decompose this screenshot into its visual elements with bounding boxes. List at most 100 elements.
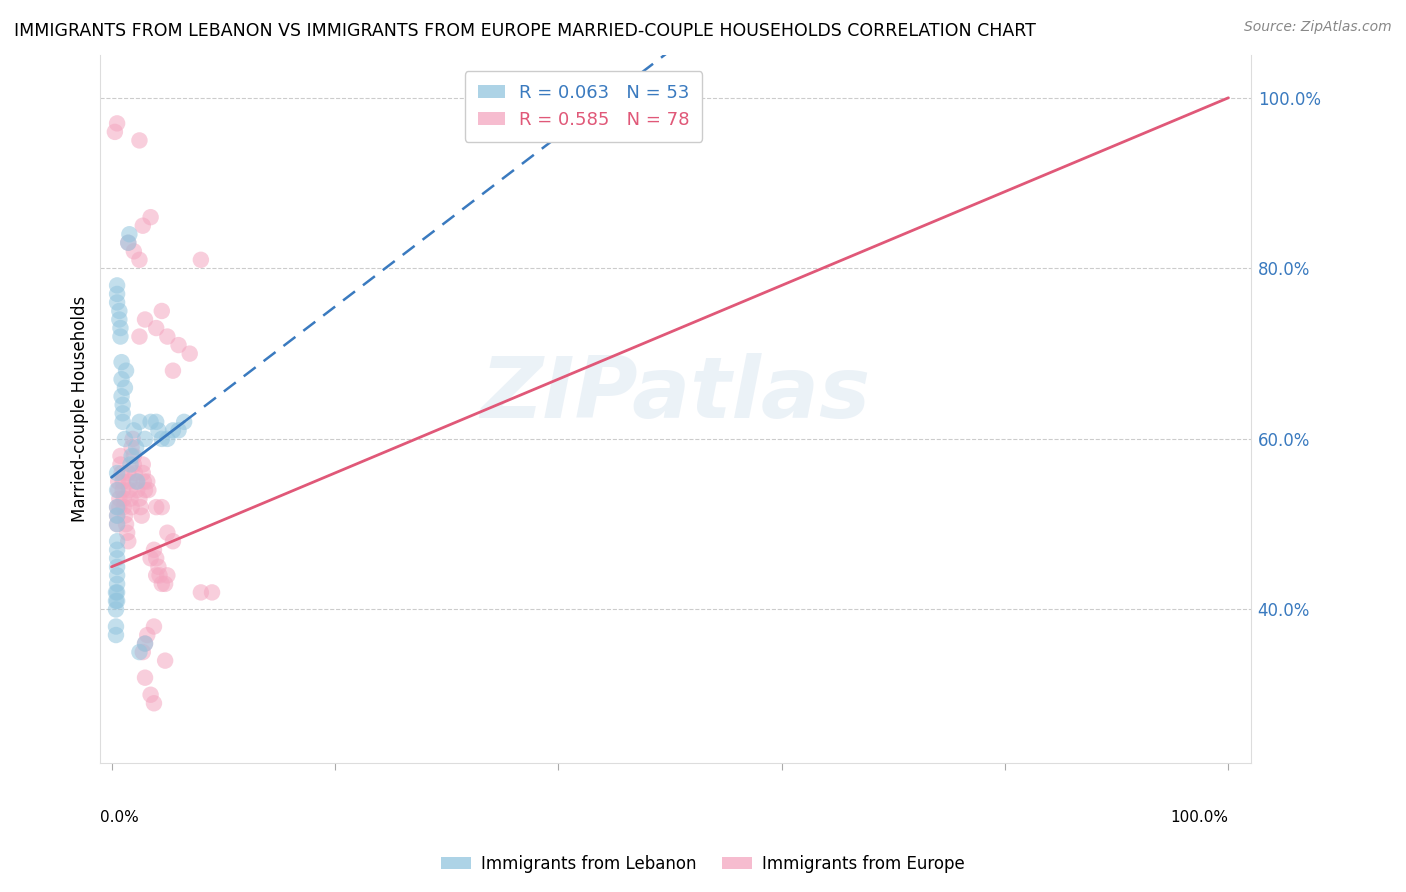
Point: [111, 415, 134, 429]
Point: [128, 491, 150, 506]
Point: [132, 458, 155, 472]
Point: [134, 483, 156, 497]
Point: [111, 398, 134, 412]
Point: [145, 321, 167, 335]
Point: [120, 458, 142, 472]
Point: [107, 475, 129, 489]
Point: [127, 483, 149, 497]
Point: [118, 475, 141, 489]
Point: [167, 338, 190, 352]
Point: [139, 688, 162, 702]
Point: [105, 483, 128, 497]
Point: [128, 329, 150, 343]
Point: [132, 475, 155, 489]
Point: [125, 475, 148, 489]
Point: [105, 585, 128, 599]
Point: [105, 295, 128, 310]
Point: [105, 568, 128, 582]
Point: [121, 500, 143, 515]
Point: [105, 466, 128, 480]
Point: [105, 594, 128, 608]
Point: [105, 517, 128, 532]
Point: [108, 304, 131, 318]
Point: [122, 244, 145, 259]
Point: [156, 329, 179, 343]
Point: [115, 525, 138, 540]
Point: [179, 346, 201, 360]
Point: [105, 517, 128, 532]
Point: [150, 432, 173, 446]
Point: [105, 542, 128, 557]
Point: [145, 500, 167, 515]
Point: [110, 321, 132, 335]
Point: [134, 312, 156, 326]
Point: [107, 483, 129, 497]
Point: [110, 449, 132, 463]
Point: [173, 415, 195, 429]
Point: [134, 671, 156, 685]
Point: [117, 466, 139, 480]
Point: [153, 654, 176, 668]
Point: [125, 441, 148, 455]
Point: [110, 355, 132, 369]
Point: [148, 568, 170, 582]
Point: [118, 227, 141, 242]
Legend: Immigrants from Lebanon, Immigrants from Europe: Immigrants from Lebanon, Immigrants from…: [434, 848, 972, 880]
Point: [110, 329, 132, 343]
Point: [122, 458, 145, 472]
Point: [132, 645, 155, 659]
Point: [108, 500, 131, 515]
Point: [104, 628, 127, 642]
Point: [150, 500, 173, 515]
Point: [162, 364, 184, 378]
Point: [124, 466, 146, 480]
Point: [134, 432, 156, 446]
Point: [105, 500, 128, 515]
Point: [118, 483, 141, 497]
Point: [128, 133, 150, 147]
Point: [122, 449, 145, 463]
Point: [128, 252, 150, 267]
Point: [148, 559, 170, 574]
Point: [139, 551, 162, 566]
Point: [117, 534, 139, 549]
Point: [104, 594, 127, 608]
Point: [104, 602, 127, 616]
Point: [105, 577, 128, 591]
Point: [132, 466, 155, 480]
Point: [108, 491, 131, 506]
Y-axis label: Married-couple Households: Married-couple Households: [72, 296, 89, 522]
Point: [105, 287, 128, 301]
Point: [153, 577, 176, 591]
Point: [145, 551, 167, 566]
Point: [117, 235, 139, 250]
Point: [128, 645, 150, 659]
Point: [190, 585, 212, 599]
Point: [111, 475, 134, 489]
Point: [132, 219, 155, 233]
Point: [127, 475, 149, 489]
Point: [131, 508, 153, 523]
Legend: R = 0.063   N = 53, R = 0.585   N = 78: R = 0.063 N = 53, R = 0.585 N = 78: [465, 71, 702, 142]
Point: [143, 542, 166, 557]
Point: [114, 432, 136, 446]
Point: [162, 423, 184, 437]
Text: Source: ZipAtlas.com: Source: ZipAtlas.com: [1244, 20, 1392, 34]
Point: [117, 235, 139, 250]
Point: [105, 116, 128, 130]
Point: [150, 577, 173, 591]
Point: [112, 491, 135, 506]
Point: [138, 483, 160, 497]
Point: [156, 432, 179, 446]
Point: [112, 500, 135, 515]
Point: [143, 696, 166, 710]
Point: [129, 500, 152, 515]
Point: [111, 406, 134, 420]
Point: [105, 278, 128, 293]
Point: [110, 389, 132, 403]
Point: [105, 508, 128, 523]
Point: [134, 636, 156, 650]
Point: [136, 475, 159, 489]
Text: ZIPatlas: ZIPatlas: [481, 353, 870, 436]
Point: [104, 125, 127, 139]
